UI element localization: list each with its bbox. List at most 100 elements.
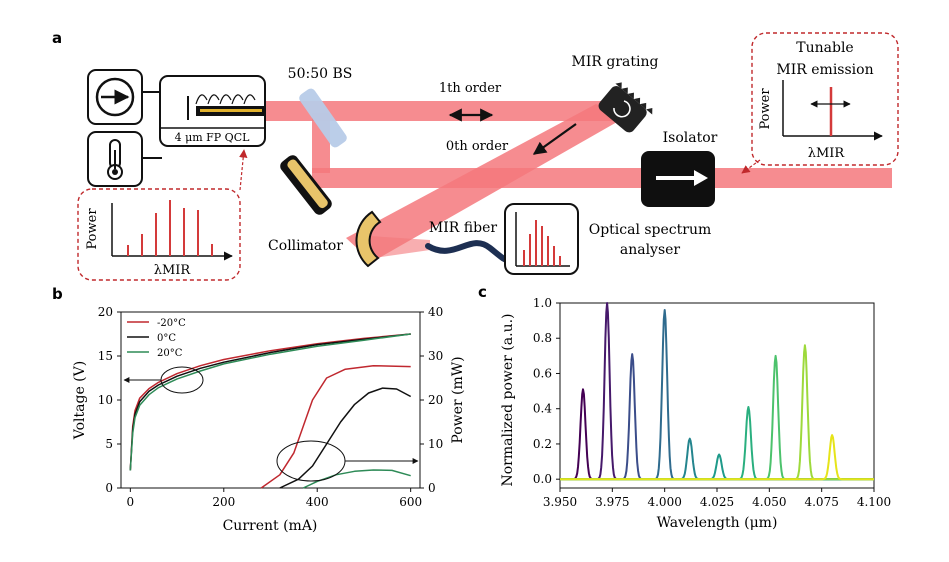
b-yr-tick-label: 10	[428, 437, 443, 451]
qcl-label: 4 μm FP QCL	[175, 131, 251, 144]
thermometer-icon	[107, 139, 123, 180]
isolator: Isolator	[641, 130, 718, 207]
fp-power-label: Power	[85, 208, 100, 250]
c-peak-7	[559, 354, 875, 481]
tunable-lambda-label: λMIR	[808, 146, 846, 161]
panel-c-axes: 3.950 3.975 4.000 4.025 4.050 4.075 4.100 0.0 0.…	[533, 296, 891, 509]
c-peak-9	[560, 434, 874, 481]
legend-entry-0: 0°C	[157, 333, 176, 344]
c-peak-1	[559, 302, 875, 481]
fp-spectrum-inset: Power λMIR	[77, 149, 248, 281]
c-x-tick-label: 4.100	[857, 495, 891, 509]
b-yr-tick-label: 40	[428, 305, 443, 319]
osa-label-line1: Optical spectrum	[589, 222, 712, 238]
c-y-tick-label: 0.0	[533, 472, 552, 486]
b-yr-tick-label: 0	[428, 481, 436, 495]
c-peak-2	[559, 353, 875, 481]
beam-zeroth-order	[346, 104, 624, 262]
b-yr-tick-label: 30	[428, 349, 443, 363]
c-y-tick-label: 0.6	[533, 366, 552, 380]
power-annotation-ellipse	[276, 440, 346, 482]
osa-label-line2: analyser	[620, 242, 681, 258]
qcl-device: 4 μm FP QCL	[159, 75, 266, 147]
tunable-label-line1: Tunable	[796, 40, 853, 56]
c-x-tick-label: 4.050	[752, 495, 786, 509]
b-series-left-0	[129, 333, 411, 471]
c-y-tick-label: 0.4	[533, 402, 552, 416]
panel-b-legend: -20°C 0°C 20°C	[127, 318, 186, 359]
tunable-power-label: Power	[758, 88, 773, 130]
b-series-left-2	[129, 333, 411, 471]
c-y-tick-label: 0.2	[533, 437, 552, 451]
b-series-left-1	[129, 333, 411, 471]
rotation-icon	[613, 100, 631, 118]
panel-b-ylabel-left: Voltage (V)	[72, 361, 88, 440]
bond-wires	[195, 94, 256, 105]
isolator-label: Isolator	[663, 130, 718, 146]
b-yl-tick-label: 5	[105, 437, 113, 451]
legend-entry-m20: -20°C	[157, 318, 186, 329]
beam-splitter: 50:50 BS	[288, 66, 353, 148]
b-series-right-4	[279, 387, 412, 489]
panel-b-ylabel-right: Power (mW)	[450, 356, 466, 443]
temperature-controller	[87, 131, 143, 187]
collimator-lens	[280, 155, 332, 215]
fiber-label: MIR fiber	[429, 220, 497, 236]
b-yl-tick-label: 0	[105, 481, 113, 495]
c-x-tick-label: 3.950	[543, 495, 577, 509]
c-x-tick-label: 4.000	[647, 495, 681, 509]
b-x-tick-label: 0	[127, 495, 135, 509]
b-yl-tick-label: 10	[98, 393, 113, 407]
legend-entry-20: 20°C	[157, 348, 183, 359]
c-x-tick-label: 3.975	[595, 495, 629, 509]
beam-splitter-label: 50:50 BS	[288, 66, 353, 82]
tunable-emission-inset: Tunable MIR emission Power λMIR	[741, 32, 899, 174]
c-peak-6	[560, 406, 874, 481]
isolator-arrow-icon	[694, 170, 708, 186]
c-peak-8	[559, 344, 875, 481]
qcl-waveguide	[200, 109, 262, 112]
panel-c-label: c	[478, 283, 487, 301]
panel-c: c 3.950 3.975 4.000 4.025 4.050 4.075 4.100 0.0…	[478, 283, 891, 531]
panel-c-ylabel: Normalized power (a.u.)	[500, 313, 516, 486]
b-x-tick-label: 600	[399, 495, 422, 509]
mir-grating: MIR grating	[572, 54, 659, 133]
c-x-tick-label: 4.075	[804, 495, 838, 509]
current-source	[87, 69, 143, 125]
current-source-icon	[95, 77, 135, 117]
b-series-right-5	[302, 469, 411, 489]
b-series-right-3	[260, 364, 411, 489]
zeroth-order-arrow	[532, 123, 577, 155]
b-yl-tick-label: 15	[98, 349, 113, 363]
b-x-tick-label: 400	[306, 495, 329, 509]
mir-fiber: MIR fiber	[425, 220, 515, 263]
panel-b-label: b	[52, 285, 63, 303]
optical-spectrum-analyser: Optical spectrum analyser	[504, 203, 712, 275]
fp-spectral-lines	[127, 200, 213, 256]
b-yr-tick-label: 20	[428, 393, 443, 407]
c-peak-0	[560, 388, 874, 481]
panel-c-series	[559, 302, 875, 481]
panel-b-xlabel: Current (mA)	[223, 518, 318, 534]
collimator-mirror: Collimator	[268, 210, 382, 268]
grating-label: MIR grating	[572, 54, 659, 70]
beam-output	[312, 168, 892, 188]
first-order-label: 1th order	[439, 81, 502, 96]
beam-first-order	[262, 101, 615, 121]
c-x-tick-label: 4.025	[700, 495, 734, 509]
panel-a: a	[52, 29, 899, 281]
beam-fiber-coupling	[370, 236, 430, 258]
panel-b-series	[129, 333, 412, 489]
c-peak-3	[559, 309, 875, 481]
b-yl-tick-label: 20	[98, 305, 113, 319]
panel-a-label: a	[52, 29, 62, 47]
tunable-label-line2: MIR emission	[776, 62, 873, 78]
zeroth-order-label: 0th order	[446, 139, 509, 154]
c-y-tick-label: 1.0	[533, 296, 552, 310]
collimator-label: Collimator	[268, 238, 343, 254]
osa-spectrum-icon	[523, 220, 561, 266]
panel-c-xlabel: Wavelength (μm)	[657, 515, 778, 531]
